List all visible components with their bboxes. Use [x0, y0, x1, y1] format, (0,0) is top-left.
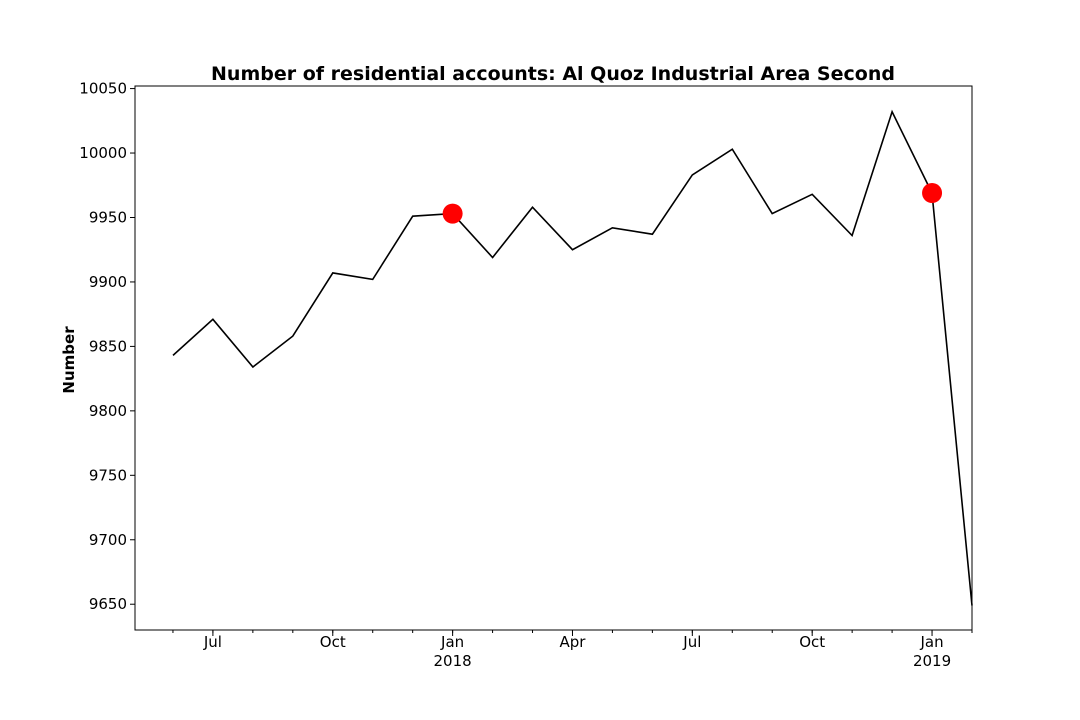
- x-tick-label: Jan: [440, 633, 464, 651]
- highlight-marker: [442, 203, 463, 224]
- x-tick-label: Apr: [560, 633, 587, 651]
- x-tick-sublabel: 2018: [434, 652, 472, 670]
- y-tick-label: 9850: [89, 337, 127, 355]
- x-tick-label: Jul: [203, 633, 222, 651]
- y-tick-label: 9750: [89, 466, 127, 484]
- y-tick-label: 9900: [89, 273, 127, 291]
- y-tick-label: 9950: [89, 208, 127, 226]
- y-tick-label: 10000: [79, 144, 127, 162]
- y-tick-label: 9800: [89, 402, 127, 420]
- y-axis-label: Number: [60, 326, 78, 394]
- y-tick-label: 9650: [89, 595, 127, 613]
- series-line-1: [172, 109, 973, 606]
- x-tick-label: Oct: [799, 633, 825, 651]
- x-tick-sublabel: 2019: [913, 652, 951, 670]
- x-tick-label: Jan: [919, 633, 943, 651]
- highlight-marker: [922, 182, 943, 203]
- x-tick-label: Jul: [682, 633, 701, 651]
- y-tick-label: 10050: [79, 80, 127, 98]
- plot-frame: [134, 85, 973, 631]
- x-tick-label: Oct: [320, 633, 346, 651]
- chart-title: Number of residential accounts: Al Quoz …: [211, 63, 895, 85]
- plot-area: 9650 9700 9750 9800 9850 9900 9950 10000 10050 Ju…: [79, 80, 973, 670]
- y-tick-label: 9700: [89, 531, 127, 549]
